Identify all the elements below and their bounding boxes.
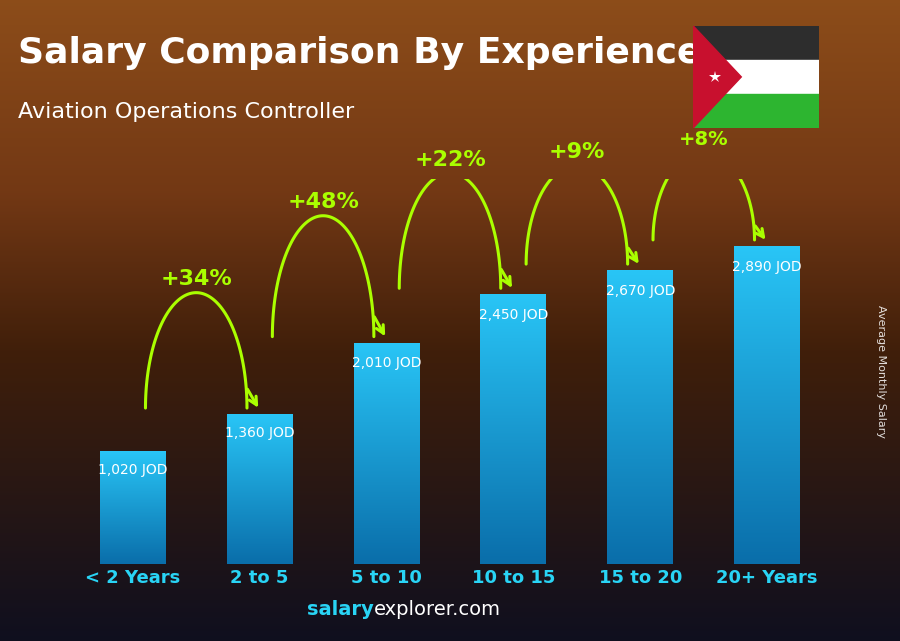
Text: 1,360 JOD: 1,360 JOD [225, 426, 294, 440]
Polygon shape [693, 26, 742, 128]
Text: salary: salary [307, 600, 374, 619]
Text: explorer.com: explorer.com [374, 600, 500, 619]
Text: +8%: +8% [679, 129, 729, 149]
Bar [693, 60, 819, 94]
Text: 1,020 JOD: 1,020 JOD [98, 463, 167, 477]
Bar [693, 26, 819, 60]
Text: +34%: +34% [160, 269, 232, 289]
Text: Aviation Operations Controller: Aviation Operations Controller [18, 102, 355, 122]
Text: +48%: +48% [287, 192, 359, 212]
Text: +22%: +22% [414, 149, 486, 170]
Bar [693, 94, 819, 128]
Text: +9%: +9% [549, 142, 605, 162]
Text: Average Monthly Salary: Average Monthly Salary [877, 305, 886, 438]
Text: 2,010 JOD: 2,010 JOD [352, 356, 421, 370]
Text: 2,450 JOD: 2,450 JOD [479, 308, 548, 322]
Text: 2,670 JOD: 2,670 JOD [606, 284, 675, 298]
Text: 2,890 JOD: 2,890 JOD [733, 260, 802, 274]
Text: Salary Comparison By Experience: Salary Comparison By Experience [18, 36, 701, 70]
